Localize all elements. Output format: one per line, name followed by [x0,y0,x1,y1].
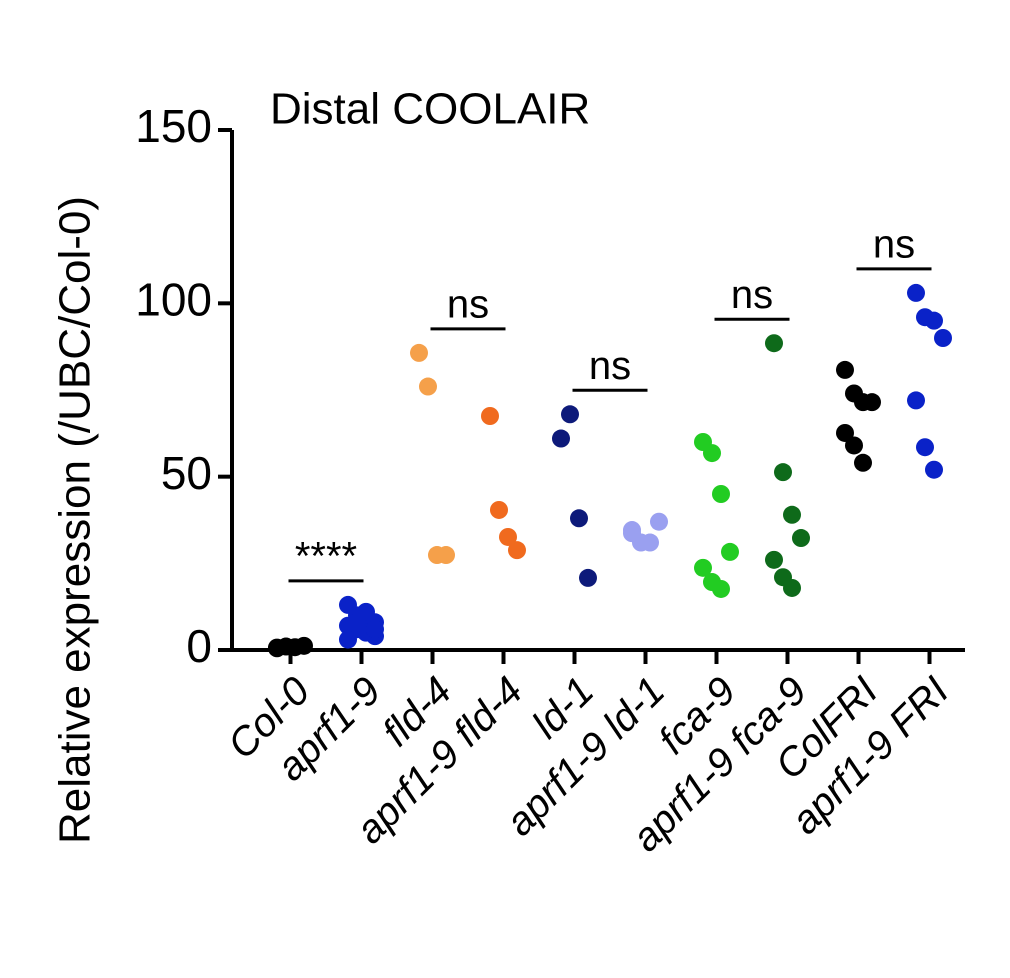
significance-label: ns [447,282,489,326]
y-tick-label: 100 [135,273,212,325]
y-tick-label: 0 [186,620,212,672]
data-point [579,568,597,587]
data-point [570,509,588,528]
data-point [783,578,801,597]
data-point [623,524,641,543]
significance-label: ns [873,222,915,266]
data-point [916,438,934,457]
data-point [845,436,863,455]
data-point [712,579,730,598]
data-point [481,407,499,425]
data-point [641,533,659,552]
data-point [552,429,570,448]
significance-label: **** [295,534,357,578]
data-point [410,343,428,362]
data-point [295,636,313,655]
chart-title: Distal COOLAIR [270,85,590,134]
y-tick-label: 50 [161,447,212,499]
data-point [366,620,384,639]
data-point [836,423,854,442]
data-point [357,602,375,621]
data-point [712,485,730,503]
data-point [907,391,925,410]
data-point [863,393,881,412]
data-point [836,360,854,379]
data-point [703,444,721,463]
data-point [499,527,517,546]
significance-label: ns [589,344,631,388]
data-point [694,558,712,577]
data-point [854,453,872,472]
data-point [268,638,286,657]
data-point [650,512,668,531]
data-point [765,334,783,353]
data-point [907,283,925,302]
y-tick-label: 150 [135,100,212,152]
data-point [721,542,739,561]
y-axis-label: Relative expression (/UBC/Col-0) [51,196,100,844]
data-point [792,529,810,548]
data-point [339,630,357,649]
data-point [783,505,801,524]
data-point [925,311,943,330]
data-point [765,550,783,569]
data-point [934,329,952,347]
significance-label: ns [731,273,773,317]
data-point [561,405,579,424]
data-point [419,377,437,396]
data-point [490,500,508,519]
data-point [925,460,943,479]
data-point [437,546,455,565]
data-point [774,463,792,482]
data-point [508,541,526,560]
